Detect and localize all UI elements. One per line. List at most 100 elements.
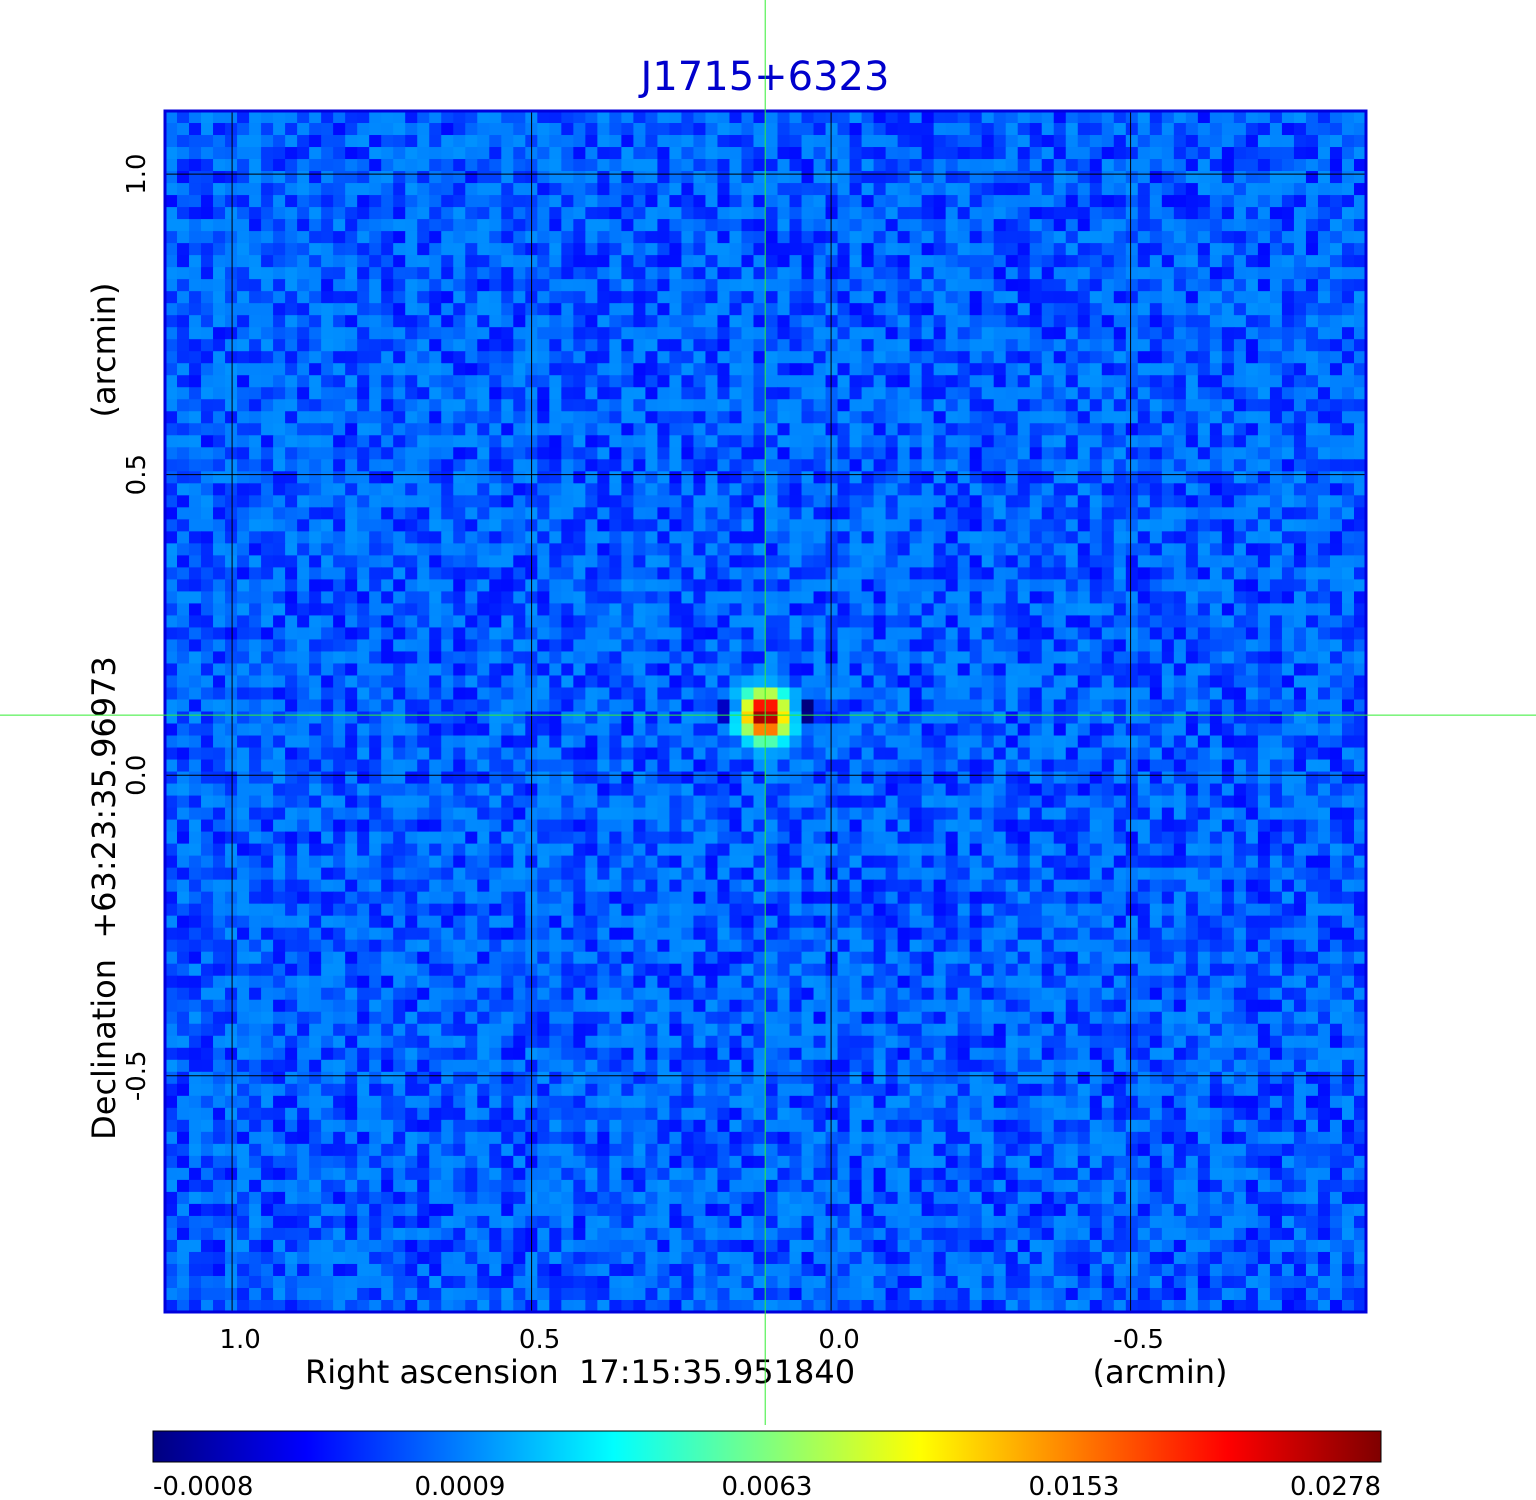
heatmap-cell — [213, 459, 226, 472]
heatmap-cell — [1149, 375, 1163, 388]
heatmap-cell — [513, 159, 526, 172]
heatmap-cell — [1353, 219, 1367, 232]
heatmap-cell — [933, 135, 947, 148]
heatmap-cell — [369, 339, 382, 352]
heatmap-cell — [537, 435, 550, 448]
heatmap-cell — [765, 315, 779, 328]
heatmap-cell — [1041, 603, 1055, 617]
heatmap-cell — [873, 411, 887, 424]
heatmap-cell — [1353, 411, 1367, 424]
heatmap-cell — [561, 507, 574, 520]
heatmap-cell — [1029, 531, 1043, 544]
heatmap-cell — [1341, 447, 1355, 460]
heatmap-cell — [921, 219, 935, 232]
heatmap-cell — [825, 195, 839, 208]
heatmap-cell — [501, 579, 514, 592]
heatmap-cell — [981, 195, 995, 208]
heatmap-cell — [969, 603, 983, 617]
heatmap-cell — [909, 627, 923, 641]
heatmap-cell — [1233, 411, 1247, 424]
heatmap-cell — [1305, 267, 1319, 280]
heatmap-cell — [357, 555, 370, 568]
heatmap-cell — [561, 627, 574, 641]
heatmap-cell — [645, 171, 659, 184]
heatmap-cell — [621, 303, 634, 316]
heatmap-cell — [765, 159, 779, 172]
heatmap-cell — [1185, 219, 1199, 232]
heatmap-cell — [1209, 567, 1223, 580]
heatmap-cell — [1317, 447, 1331, 460]
heatmap-cell — [1125, 327, 1139, 340]
heatmap-cell — [597, 675, 610, 689]
heatmap-cell — [321, 651, 334, 665]
heatmap-cell — [945, 159, 959, 172]
heatmap-cell — [357, 231, 370, 244]
heatmap-cell — [513, 147, 526, 160]
heatmap-cell — [501, 339, 514, 352]
heatmap-cell — [165, 195, 178, 208]
heatmap-cell — [957, 567, 971, 580]
heatmap-cell — [681, 483, 695, 496]
heatmap-cell — [213, 603, 226, 617]
heatmap-cell — [1053, 327, 1067, 340]
heatmap-cell — [1353, 231, 1367, 244]
heatmap-cell — [1305, 519, 1319, 532]
heatmap-cell — [1305, 495, 1319, 508]
heatmap-cell — [213, 315, 226, 328]
heatmap-cell — [549, 195, 562, 208]
heatmap-cell — [357, 387, 370, 400]
heatmap-cell — [1101, 447, 1115, 460]
heatmap-cell — [1089, 411, 1103, 424]
heatmap-cell — [1065, 579, 1079, 592]
heatmap-cell — [1221, 351, 1235, 364]
heatmap-cell — [417, 591, 430, 605]
heatmap-cell — [393, 663, 406, 677]
heatmap-cell — [969, 471, 983, 484]
heatmap-cell — [285, 651, 298, 665]
heatmap-cell — [957, 183, 971, 196]
heatmap-cell — [273, 255, 286, 268]
heatmap-cell — [561, 663, 574, 677]
heatmap-cell — [1185, 363, 1199, 376]
heatmap-cell — [1257, 459, 1271, 472]
heatmap-cell — [273, 495, 286, 508]
heatmap-cell — [1209, 207, 1223, 220]
heatmap-cell — [1029, 639, 1043, 653]
heatmap-cell — [1197, 315, 1211, 328]
heatmap-cell — [1233, 639, 1247, 653]
heatmap-cell — [837, 615, 851, 629]
heatmap-cell — [849, 651, 863, 665]
heatmap-cell — [237, 399, 250, 412]
heatmap-cell — [237, 207, 250, 220]
heatmap-cell — [261, 543, 274, 556]
heatmap-cell — [417, 471, 430, 484]
heatmap-cell — [1221, 111, 1235, 124]
heatmap-cell — [1221, 279, 1235, 292]
heatmap-cell — [765, 519, 779, 532]
heatmap-cell — [393, 423, 406, 436]
heatmap-cell — [873, 687, 887, 701]
heatmap-cell — [165, 267, 178, 280]
heatmap-cell — [645, 123, 659, 136]
heatmap-cell — [1041, 111, 1055, 124]
heatmap-cell — [741, 303, 755, 316]
heatmap-cell — [537, 363, 550, 376]
heatmap-cell — [633, 483, 646, 496]
heatmap-cell — [345, 687, 358, 701]
heatmap-cell — [945, 387, 959, 400]
heatmap-cell — [489, 399, 502, 412]
heatmap-cell — [537, 639, 550, 653]
heatmap-cell — [297, 615, 310, 629]
heatmap-cell — [621, 183, 634, 196]
heatmap-cell — [1341, 171, 1355, 184]
heatmap-cell — [1269, 435, 1283, 448]
heatmap-cell — [981, 675, 995, 689]
heatmap-cell — [345, 459, 358, 472]
heatmap-cell — [369, 363, 382, 376]
heatmap-cell — [825, 111, 839, 124]
heatmap-cell — [213, 363, 226, 376]
heatmap-cell — [993, 111, 1007, 124]
heatmap-cell — [405, 207, 418, 220]
heatmap-cell — [597, 123, 610, 136]
heatmap-cell — [177, 171, 190, 184]
